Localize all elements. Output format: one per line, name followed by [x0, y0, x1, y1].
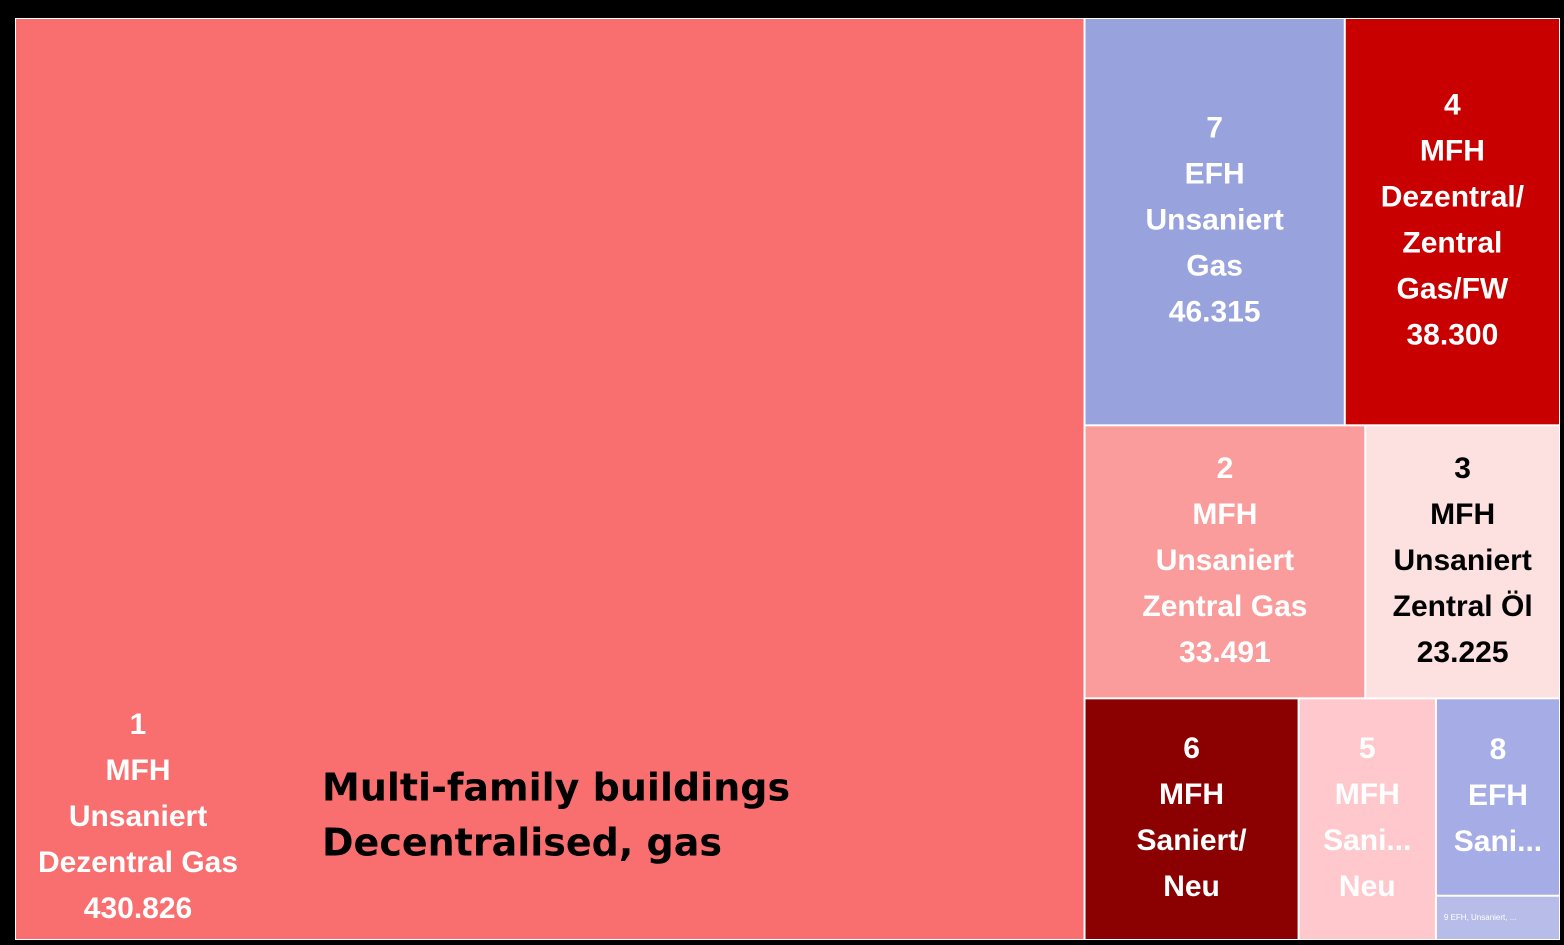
- tile-label: 5: [1359, 732, 1376, 765]
- tile-label: Zentral: [1402, 227, 1502, 260]
- tile-label: MFH: [1430, 498, 1495, 531]
- tile: [1085, 19, 1344, 425]
- tile-label: Unsaniert: [1156, 544, 1294, 577]
- tile-label: MFH: [1420, 135, 1485, 168]
- tile-label: EFH: [1185, 158, 1245, 191]
- tile-label: MFH: [1192, 498, 1257, 531]
- tile-label: Gas/FW: [1397, 273, 1509, 306]
- tile-label: Neu: [1339, 870, 1396, 903]
- tile: [1299, 699, 1435, 939]
- tile: [1436, 896, 1559, 939]
- tile-label: 9 EFH, Unsaniert, ...: [1444, 913, 1516, 922]
- tile-label: 2: [1217, 452, 1234, 485]
- tile: [1085, 699, 1298, 939]
- tile-label: 8: [1490, 733, 1507, 766]
- tile-label: 6: [1183, 732, 1200, 765]
- tile-label: Dezentral Gas: [38, 846, 238, 879]
- tile-label: 7: [1206, 112, 1223, 145]
- tile-label: 46.315: [1169, 296, 1261, 329]
- tile-label: 4: [1444, 89, 1461, 122]
- tile-label: 430.826: [84, 892, 192, 925]
- tile-label: Sani...: [1323, 824, 1411, 857]
- tile-label: MFH: [1335, 778, 1400, 811]
- tile-label: Neu: [1163, 870, 1220, 903]
- tile-label: Unsaniert: [1145, 204, 1283, 237]
- tile-label: MFH: [1159, 778, 1224, 811]
- annotation: Decentralised, gas: [322, 821, 722, 865]
- tile: [1366, 426, 1559, 698]
- tile-label: 3: [1454, 452, 1471, 485]
- tile-label: Zentral Gas: [1142, 590, 1307, 623]
- tile-label: 33.491: [1179, 636, 1271, 669]
- tile-label: 38.300: [1407, 319, 1499, 352]
- tile-label: MFH: [106, 754, 171, 787]
- tile-label: 23.225: [1417, 636, 1509, 669]
- tile-label: Sani...: [1454, 825, 1542, 858]
- tile-label: Unsaniert: [1393, 544, 1531, 577]
- tile-label: Saniert/: [1137, 824, 1248, 857]
- tile-label: Zentral Öl: [1393, 590, 1533, 623]
- tile: [1345, 19, 1559, 425]
- tile: [1436, 699, 1559, 895]
- tile-label: 1: [130, 708, 147, 741]
- tile-label: Dezentral/: [1381, 181, 1525, 214]
- tile: [1085, 426, 1365, 698]
- tile: [16, 19, 1084, 939]
- tile-label: EFH: [1468, 779, 1528, 812]
- annotation: Multi-family buildings: [322, 766, 790, 810]
- tile-label: Unsaniert: [69, 800, 207, 833]
- tile-label: Gas: [1186, 250, 1243, 283]
